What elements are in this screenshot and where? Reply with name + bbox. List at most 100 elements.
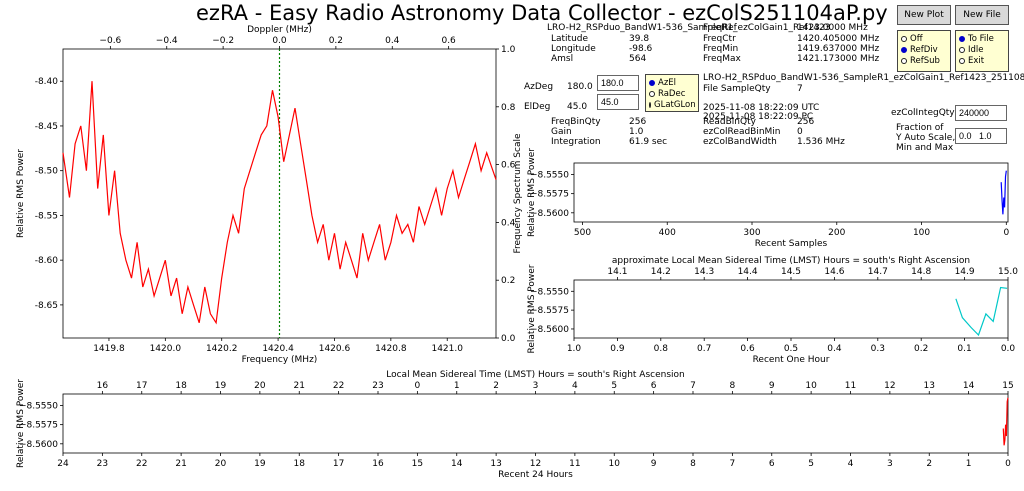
app-title: ezRA - Easy Radio Astronomy Data Collect… [196, 1, 888, 25]
recent-hour-top-tick-label: 14.5 [781, 267, 801, 277]
gain-label: Gain [551, 127, 572, 137]
recent-24h-xtick-label: 6 [769, 459, 775, 469]
recent-24h-xtick-label: 22 [136, 459, 147, 469]
radio-to-file[interactable]: To File [959, 33, 1005, 44]
freqmax-label: FreqMax [703, 54, 741, 64]
spectrum-right-tick-label: 0.6 [501, 161, 516, 171]
yauto-label-3: Min and Max [896, 143, 954, 153]
recent-hour-ytick-label: −8.5600 [530, 325, 569, 335]
integration-value: 61.9 sec [629, 137, 668, 147]
recent-24h-top-tick-label: 19 [215, 381, 227, 391]
amsl-label: Amsl [551, 54, 574, 64]
spectrum-ytick-label: -8.45 [35, 122, 58, 132]
recent-24h-top-tick-label: 1 [454, 381, 460, 391]
eldeg-label: ElDeg [524, 102, 551, 112]
new-file-button[interactable]: New File [955, 5, 1009, 25]
recent-samples-ytick-label: −8.5550 [530, 170, 569, 180]
integqty-input[interactable] [955, 105, 1007, 121]
spectrum-right-tick-label: 0.8 [501, 103, 516, 113]
recent-24h-xtick-label: 0 [1005, 459, 1011, 469]
recent-24h-xtick-label: 18 [294, 459, 306, 469]
recent-samples-xtick-label: 100 [913, 228, 930, 238]
freqbinqty-value: 256 [629, 117, 647, 127]
radio-dot-icon [649, 90, 655, 97]
date-pc: 2025-11-08 18:22:09 PC [703, 112, 814, 122]
radio-refsub[interactable]: RefSub [901, 55, 947, 66]
recent-hour-frame [573, 279, 1009, 339]
recent-samples-xtick-label: 300 [743, 228, 760, 238]
recent-24h-top-tick-label: 12 [884, 381, 895, 391]
radio-refdiv[interactable]: RefDiv [901, 44, 947, 55]
file-sampleqty-value: 7 [797, 84, 803, 94]
recent-24h-top-tick-label: 20 [254, 381, 266, 391]
spectrum-top-tick-label: 0.6 [441, 36, 456, 46]
spectrum-xtick-label: 1420.2 [206, 344, 238, 354]
spectrum-xtick-label: 1421.0 [431, 344, 463, 354]
radio-dot-icon [901, 35, 907, 42]
spectrum-right-tick-label: 1.0 [501, 45, 516, 55]
freqmin-label: FreqMin [703, 44, 739, 54]
file-name: LRO-H2_RSPduo_BandW1-536_SampleR1_ezColG… [703, 73, 1024, 83]
recent-hour-xtick-label: 0.9 [610, 344, 625, 354]
azdeg-input[interactable] [597, 75, 639, 91]
radio-glatglon[interactable]: GLatGLon [649, 99, 696, 110]
spectrum-right-tick-label: 0.0 [501, 334, 516, 344]
yauto-label-1: Fraction of [896, 123, 944, 133]
recent-samples-series-line [1000, 170, 1007, 215]
amsl-value: 564 [629, 54, 647, 64]
recent-hour-xtick-label: 0.6 [740, 344, 755, 354]
readbinqty-value: 256 [797, 117, 815, 127]
recent-24h-xtick-label: 4 [848, 459, 854, 469]
recent-24h-top-tick-label: 23 [372, 381, 383, 391]
spectrum-top-tick-label: 0.0 [272, 36, 287, 46]
recent-hour-top-xlabel: approximate Local Mean Sidereal Time (LM… [612, 256, 970, 266]
recent-hour-top-tick-label: 14.9 [955, 267, 975, 277]
spectrum-top-tick-label: −0.4 [156, 36, 178, 46]
recent-24h-xlabel: Recent 24 Hours [498, 470, 573, 480]
recent-24h-top-tick-label: 18 [175, 381, 187, 391]
radio-azel[interactable]: AzEl [649, 77, 695, 88]
freqctr-value: 1420.405000 MHz [797, 34, 880, 44]
recent-24h-top-tick-label: 21 [294, 381, 305, 391]
recent-24h-ytick-label: −8.5600 [19, 440, 58, 450]
recent-24h-top-tick-label: 7 [690, 381, 696, 391]
recent-24h-top-tick-label: 8 [730, 381, 736, 391]
recent-24h-series-line [1002, 397, 1009, 446]
radio-radec[interactable]: RaDec [649, 88, 695, 99]
recent-hour-xtick-label: 0.3 [871, 344, 885, 354]
radio-off[interactable]: Off [901, 33, 947, 44]
spectrum-top-tick-label: 0.4 [385, 36, 400, 46]
recent-24h-top-tick-label: 11 [845, 381, 856, 391]
recent-24h-xtick-label: 12 [530, 459, 541, 469]
recent-24h-xtick-label: 19 [254, 459, 266, 469]
radio-idle[interactable]: Idle [959, 44, 1005, 55]
eldeg-input[interactable] [597, 94, 639, 110]
recent-hour-xtick-label: 0.8 [654, 344, 669, 354]
recent-hour-ytick-label: −8.5575 [530, 306, 569, 316]
freqmax-value: 1421.173000 MHz [797, 54, 880, 64]
coord-radio-group: AzEl RaDec GLatGLon [645, 74, 699, 112]
recent-24h-top-tick-label: 16 [97, 381, 109, 391]
recent-24h-ytick-label: −8.5550 [19, 401, 58, 411]
integration-label: Integration [551, 137, 601, 147]
radio-dot-icon [901, 57, 907, 64]
spectrum-ylabel: Relative RMS Power [16, 149, 26, 238]
recent-24h-top-tick-label: 14 [963, 381, 975, 391]
recent-24h-top-tick-label: 9 [769, 381, 775, 391]
recent-samples-xtick-label: 0 [1003, 228, 1009, 238]
radio-exit[interactable]: Exit [959, 55, 1005, 66]
recent-hour-top-tick-label: 14.6 [824, 267, 844, 277]
bandwidth-value: 1.536 MHz [797, 137, 845, 147]
freqref-value: 1423.0000 MHz [797, 23, 868, 33]
yauto-input[interactable] [955, 128, 1007, 144]
new-plot-button[interactable]: New Plot [897, 5, 951, 25]
recent-hour-top-tick-label: 14.8 [911, 267, 931, 277]
spectrum-top-tick-label: −0.2 [212, 36, 234, 46]
recent-samples-xtick-label: 500 [574, 228, 591, 238]
spectrum-xtick-label: 1420.0 [150, 344, 182, 354]
recent-24h-frame [62, 393, 1009, 454]
radio-dot-icon [959, 57, 965, 64]
radio-dot-icon [901, 46, 907, 53]
recent-24h-xtick-label: 20 [215, 459, 227, 469]
radio-dot-icon [959, 35, 965, 42]
